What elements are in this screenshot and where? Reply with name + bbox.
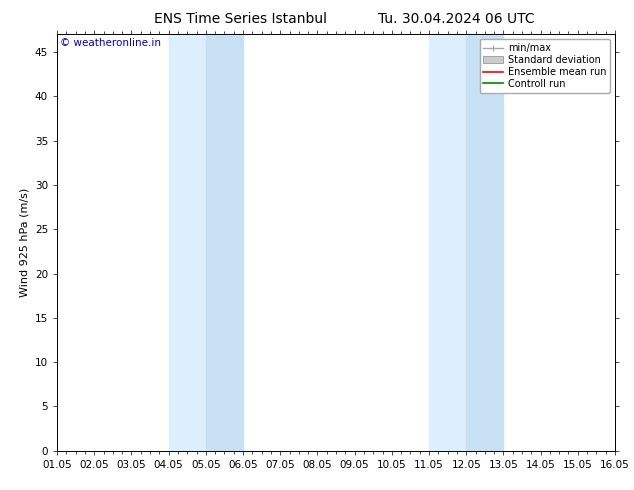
Text: Tu. 30.04.2024 06 UTC: Tu. 30.04.2024 06 UTC xyxy=(378,12,535,26)
Bar xyxy=(206,34,243,451)
Bar xyxy=(466,34,503,451)
Text: ENS Time Series Istanbul: ENS Time Series Istanbul xyxy=(155,12,327,26)
Legend: min/max, Standard deviation, Ensemble mean run, Controll run: min/max, Standard deviation, Ensemble me… xyxy=(479,39,610,93)
Bar xyxy=(169,34,206,451)
Bar xyxy=(429,34,466,451)
Text: © weatheronline.in: © weatheronline.in xyxy=(60,38,161,49)
Y-axis label: Wind 925 hPa (m/s): Wind 925 hPa (m/s) xyxy=(19,188,29,297)
